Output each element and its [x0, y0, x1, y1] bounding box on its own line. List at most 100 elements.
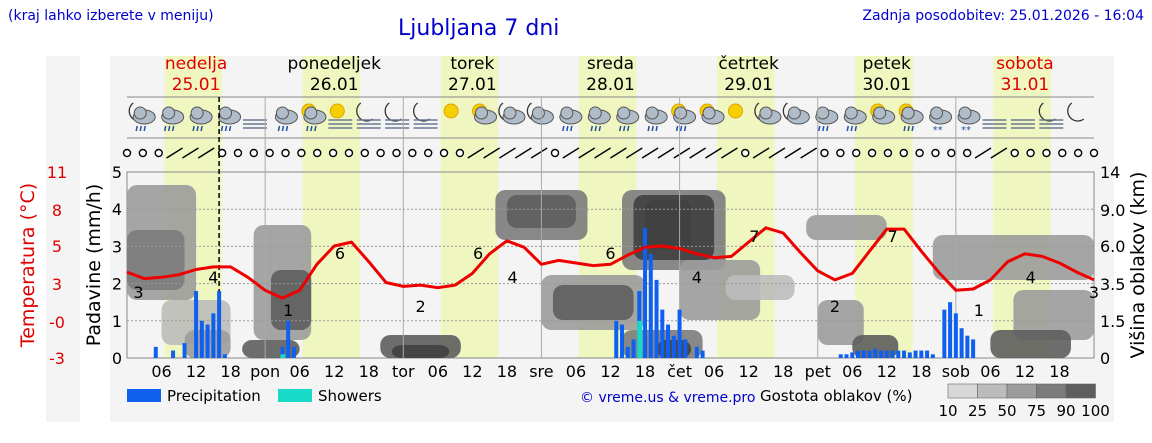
precipitation-bar	[153, 346, 158, 358]
cloud-scale-label: 10	[938, 402, 957, 420]
cloud-puff	[674, 106, 688, 120]
precipitation-bar	[844, 354, 849, 358]
precipitation-bar	[280, 346, 285, 358]
wind-barb	[625, 147, 643, 159]
sun-icon	[727, 103, 743, 119]
day-name: torek	[450, 54, 494, 74]
rain-drop	[314, 125, 317, 132]
precipitation-bar	[879, 350, 884, 358]
precipitation-bar	[683, 339, 688, 358]
x-tick: 18	[773, 362, 793, 381]
cloud-scale-swatch	[977, 383, 1008, 399]
cloud-patch	[270, 270, 312, 330]
rain-drop	[310, 125, 313, 132]
cloud-patch	[817, 300, 864, 345]
x-tick: 06	[566, 362, 586, 381]
cloud-rain-icon	[161, 106, 185, 132]
cloud-layer	[127, 185, 1094, 358]
cloud-puff	[531, 106, 545, 120]
precipitation-bar	[648, 253, 653, 358]
precipitation-bar	[171, 350, 176, 358]
temperature-label: 4	[508, 268, 518, 287]
wind-barb	[974, 147, 992, 159]
cloud-scale-swatch	[1036, 383, 1067, 399]
precipitation-bar	[971, 339, 976, 358]
x-tick: 18	[359, 362, 379, 381]
cloud-puff	[133, 106, 147, 120]
x-tick: 18	[911, 362, 931, 381]
rain-drop	[306, 125, 309, 132]
x-tick: 06	[704, 362, 724, 381]
rain-drop	[167, 125, 171, 132]
moon-fog-icon	[384, 102, 410, 129]
sun-cloud-rain-icon	[301, 103, 327, 132]
precip-axis-title: Padavine (mm/h)	[83, 184, 105, 347]
precipitation-legend-label: Precipitation	[167, 387, 261, 405]
copyright: © vreme.us & vreme.pro	[580, 390, 755, 406]
cloud-scale-swatch	[1065, 383, 1096, 399]
precipitation-bar	[873, 348, 878, 358]
sun-cloud-rain-icon	[898, 103, 924, 132]
rain-drop	[826, 125, 829, 132]
cloud-height-tick: 1.5	[1100, 312, 1125, 331]
x-tick: 12	[324, 362, 344, 381]
calm-marker	[233, 148, 243, 158]
precipitation-bar	[643, 227, 648, 358]
cloud-height-tick: 9.0	[1100, 201, 1125, 220]
wind-barb	[705, 147, 722, 159]
wind-barb	[562, 147, 580, 159]
rain-drop	[907, 125, 910, 132]
calm-marker	[265, 148, 274, 158]
cloud-puff	[503, 106, 517, 120]
cloud-scale-swatch	[1006, 383, 1037, 399]
day-name: nedelja	[165, 54, 227, 74]
calm-marker	[1026, 148, 1035, 158]
cloud-puff	[930, 106, 944, 120]
temperature-tick: -3	[49, 349, 65, 368]
cloud-puff	[958, 106, 972, 120]
precipitation-bar	[660, 309, 665, 358]
day-name: četrtek	[718, 54, 779, 74]
cloud-height-tick: 3.5	[1100, 275, 1125, 294]
wind-barb	[673, 147, 691, 159]
precipitation-bar	[861, 350, 866, 358]
day-name: sreda	[587, 54, 634, 74]
showers-bar	[637, 320, 643, 358]
day-date: 25.01	[172, 75, 221, 95]
moon-shape	[384, 102, 402, 122]
calm-marker	[947, 148, 956, 158]
x-tick: 12	[877, 362, 897, 381]
rain-drop	[281, 125, 285, 132]
cloud-patch	[645, 200, 692, 250]
wind-barb	[610, 147, 627, 159]
cloud-puff	[617, 106, 631, 120]
calm-marker	[439, 148, 449, 158]
rain-drop	[618, 125, 622, 132]
calm-marker	[360, 148, 369, 158]
day-date: 26.01	[310, 75, 359, 95]
temperature-tick: 8	[52, 201, 62, 220]
rain-drop	[846, 125, 849, 132]
moon-shape	[413, 102, 431, 122]
precipitation-bar	[222, 354, 227, 358]
temperature-label: 2	[830, 297, 840, 316]
precipitation-bar	[291, 346, 296, 358]
temperature-tick: -0	[49, 313, 65, 332]
precipitation-bar	[700, 350, 705, 358]
rain-drop	[850, 125, 853, 132]
x-tick: pet	[805, 362, 831, 381]
cloud-patch	[990, 330, 1071, 358]
day-name: ponedeljek	[287, 54, 381, 74]
precip-tick: 5	[112, 163, 122, 182]
x-tick: sre	[529, 362, 553, 381]
sun-shape	[443, 103, 459, 119]
rain-drop	[818, 125, 821, 132]
precip-tick: 3	[112, 237, 122, 256]
calm-marker	[313, 148, 322, 158]
wind-barb	[689, 147, 707, 159]
calm-marker	[392, 148, 401, 158]
cloud-puff	[190, 106, 204, 120]
rain-drop	[171, 125, 175, 132]
moon-shape	[1038, 102, 1056, 122]
